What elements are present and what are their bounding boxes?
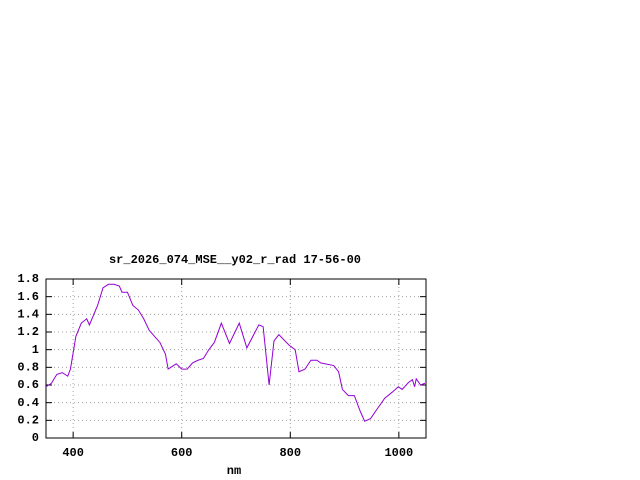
y-tick-label: 0.6 bbox=[17, 378, 39, 392]
y-tick-label: 0.8 bbox=[17, 361, 39, 375]
x-tick-label: 400 bbox=[62, 446, 84, 460]
y-tick-label: 0.2 bbox=[17, 414, 39, 428]
y-tick-label: 0 bbox=[32, 431, 39, 445]
x-axis-label: nm bbox=[227, 464, 241, 478]
x-tick-label: 800 bbox=[279, 446, 301, 460]
y-tick-label: 0.4 bbox=[17, 396, 39, 410]
chart-title: sr_2026_074_MSE__y02_r_rad 17-56-00 bbox=[109, 253, 361, 267]
x-tick-label: 1000 bbox=[384, 446, 413, 460]
y-tick-label: 1.4 bbox=[17, 308, 39, 322]
y-tick-label: 1 bbox=[32, 343, 39, 357]
y-tick-label: 1.6 bbox=[17, 290, 39, 304]
y-tick-label: 1.2 bbox=[17, 325, 39, 339]
y-tick-label: 1.8 bbox=[17, 272, 39, 286]
x-tick-label: 600 bbox=[171, 446, 193, 460]
plot-border bbox=[45, 278, 427, 439]
data-line bbox=[45, 283, 426, 422]
